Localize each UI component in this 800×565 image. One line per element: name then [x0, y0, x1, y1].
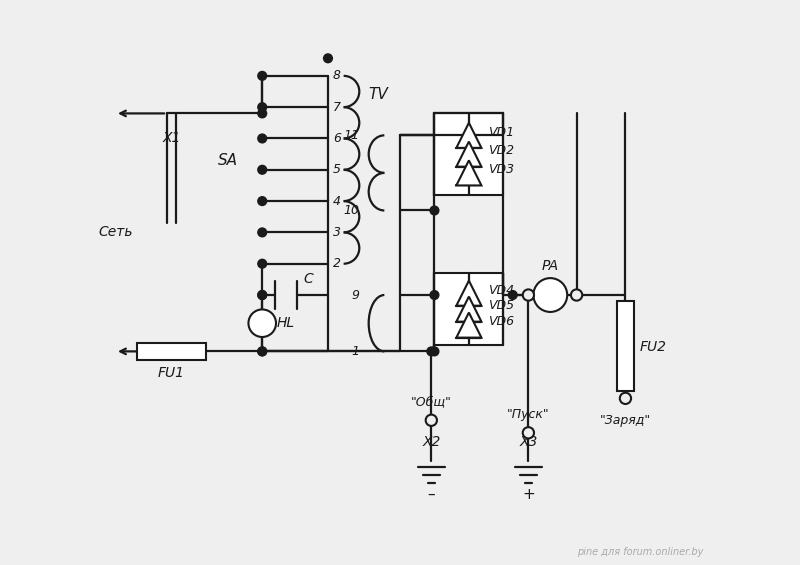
- Text: FU1: FU1: [158, 366, 185, 380]
- Circle shape: [258, 228, 266, 237]
- Bar: [618, 301, 634, 391]
- Text: 8: 8: [333, 69, 341, 82]
- Text: 10: 10: [343, 204, 359, 217]
- Text: FU2: FU2: [639, 340, 666, 354]
- Text: 9: 9: [351, 289, 359, 302]
- Text: "Общ": "Общ": [411, 395, 452, 408]
- Text: X3: X3: [519, 435, 538, 449]
- Text: "Пуск": "Пуск": [507, 407, 550, 420]
- Polygon shape: [456, 312, 482, 338]
- Text: VD6: VD6: [488, 315, 514, 328]
- Circle shape: [430, 290, 439, 299]
- Circle shape: [522, 289, 534, 301]
- Bar: [434, 114, 503, 195]
- Circle shape: [508, 290, 517, 299]
- Text: X2: X2: [422, 435, 441, 449]
- Text: C: C: [303, 272, 313, 286]
- Polygon shape: [456, 123, 482, 148]
- Circle shape: [249, 310, 276, 337]
- Text: –: –: [427, 486, 435, 502]
- Text: 2: 2: [333, 257, 341, 270]
- Text: VD1: VD1: [488, 125, 514, 138]
- Circle shape: [426, 415, 437, 426]
- Text: VD3: VD3: [488, 163, 514, 176]
- Text: SA: SA: [218, 153, 238, 168]
- Circle shape: [258, 71, 266, 80]
- Text: 7: 7: [333, 101, 341, 114]
- Circle shape: [258, 109, 266, 118]
- Text: HL: HL: [277, 316, 295, 330]
- Circle shape: [258, 290, 266, 299]
- Text: VD4: VD4: [488, 284, 514, 297]
- Text: "Заряд": "Заряд": [600, 414, 651, 427]
- Circle shape: [258, 134, 266, 143]
- Circle shape: [430, 347, 439, 356]
- Polygon shape: [456, 281, 482, 306]
- Text: 11: 11: [343, 129, 359, 142]
- Text: 3: 3: [333, 226, 341, 239]
- Text: A: A: [546, 288, 555, 302]
- Text: TV: TV: [368, 87, 388, 102]
- Circle shape: [258, 259, 266, 268]
- Text: PA: PA: [542, 259, 559, 272]
- Text: 6: 6: [333, 132, 341, 145]
- Text: X1: X1: [162, 132, 181, 145]
- Text: +: +: [522, 486, 534, 502]
- Circle shape: [258, 197, 266, 206]
- Circle shape: [427, 347, 436, 356]
- Circle shape: [258, 290, 266, 299]
- Text: 5: 5: [333, 163, 341, 176]
- Text: 1: 1: [351, 345, 359, 358]
- Circle shape: [534, 278, 567, 312]
- Bar: [434, 273, 503, 345]
- Circle shape: [323, 54, 332, 63]
- Text: VD2: VD2: [488, 145, 514, 158]
- Circle shape: [258, 347, 266, 356]
- Text: VD5: VD5: [488, 299, 514, 312]
- Circle shape: [430, 206, 439, 215]
- Bar: [137, 344, 206, 359]
- Polygon shape: [456, 142, 482, 167]
- Circle shape: [571, 289, 582, 301]
- Circle shape: [522, 427, 534, 438]
- Text: pine для forum.onliner.by: pine для forum.onliner.by: [578, 547, 704, 557]
- Text: 4: 4: [333, 194, 341, 207]
- Polygon shape: [456, 160, 482, 185]
- Polygon shape: [456, 297, 482, 321]
- Circle shape: [258, 347, 266, 356]
- Circle shape: [620, 393, 631, 404]
- Circle shape: [258, 103, 266, 111]
- Circle shape: [258, 166, 266, 174]
- Text: Сеть: Сеть: [98, 225, 133, 240]
